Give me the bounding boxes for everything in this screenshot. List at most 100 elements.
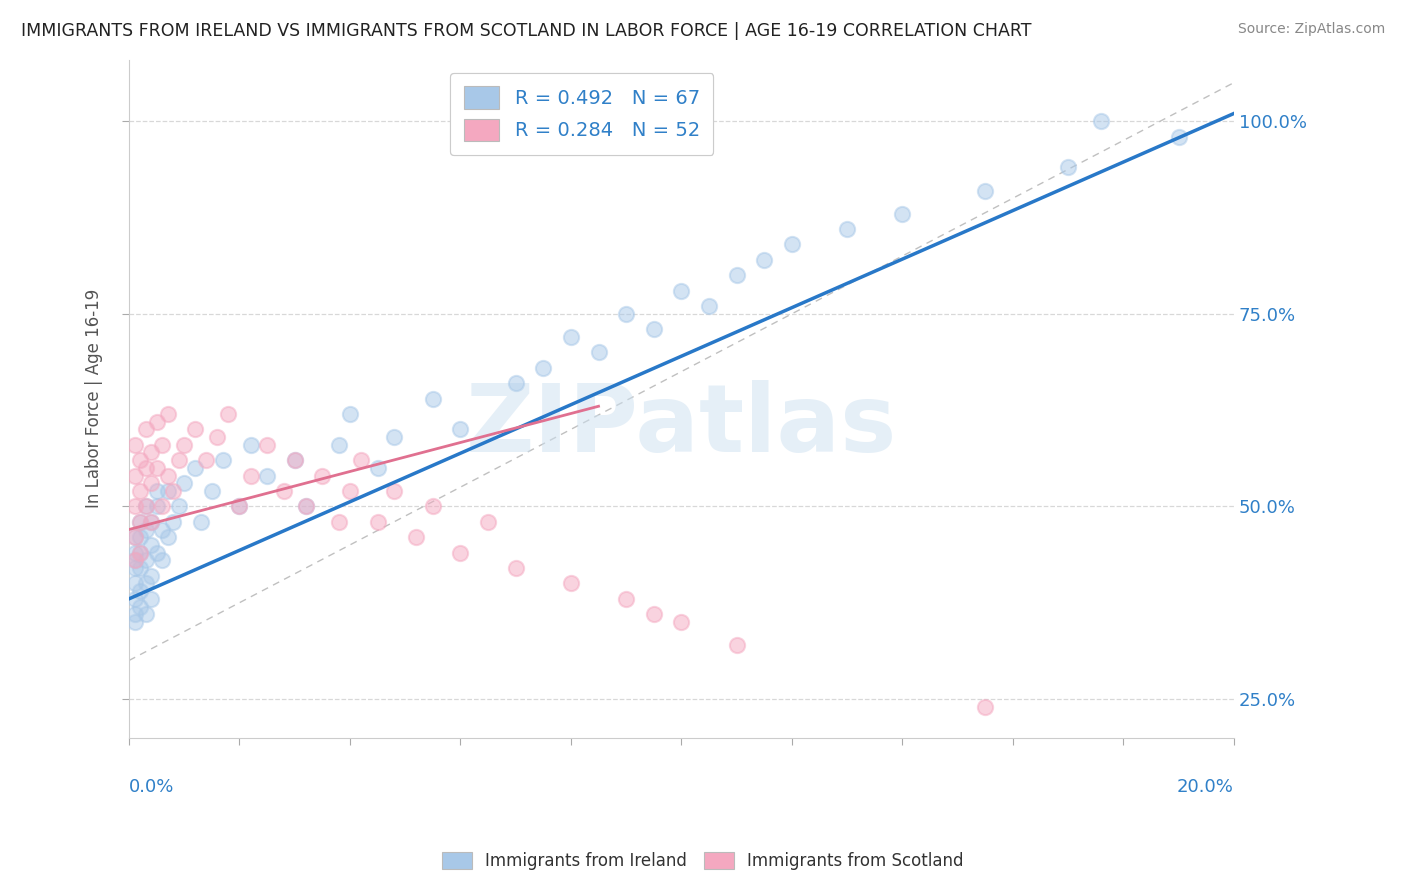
Point [256,468,278,483]
Text: ZIPatlas: ZIPatlas [465,380,897,472]
Point [124,553,146,567]
Point [150,500,173,514]
Point [284,453,307,467]
Text: Source: ZipAtlas.com: Source: ZipAtlas.com [1237,22,1385,37]
Point [150,523,173,537]
Point [167,453,190,467]
Point [1090,114,1112,128]
Point [124,591,146,606]
Point [135,461,157,475]
Point [124,615,146,629]
Point [184,461,207,475]
Point [1057,161,1080,175]
Point [145,500,167,514]
Point [124,468,146,483]
Point [145,461,167,475]
Point [129,483,152,498]
Point [382,483,405,498]
Point [129,546,152,560]
Point [139,515,162,529]
Point [725,638,748,652]
Point [201,483,224,498]
Point [139,538,162,552]
Point [477,515,499,529]
Point [974,184,997,198]
Point [339,407,361,421]
Point [124,438,146,452]
Point [173,438,195,452]
Point [449,422,471,436]
Point [643,607,665,622]
Point [135,607,157,622]
Point [367,515,389,529]
Y-axis label: In Labor Force | Age 16-19: In Labor Force | Age 16-19 [86,289,103,508]
Point [311,468,333,483]
Point [725,268,748,283]
Point [124,553,146,567]
Point [588,345,610,359]
Text: 0.0%: 0.0% [129,778,174,797]
Point [129,546,152,560]
Point [135,576,157,591]
Point [124,561,146,575]
Point [284,453,307,467]
Point [195,453,218,467]
Point [422,500,444,514]
Point [156,468,179,483]
Point [228,500,250,514]
Point [449,546,471,560]
Point [145,546,167,560]
Point [780,237,803,252]
Point [135,500,157,514]
Legend: Immigrants from Ireland, Immigrants from Scotland: Immigrants from Ireland, Immigrants from… [436,845,970,877]
Point [129,599,152,614]
Point [145,415,167,429]
Point [135,500,157,514]
Point [328,515,350,529]
Point [560,330,582,344]
Point [167,500,190,514]
Point [139,568,162,582]
Point [614,307,637,321]
Point [150,553,173,567]
Point [135,422,157,436]
Point [156,407,179,421]
Point [129,530,152,544]
Point [367,461,389,475]
Point [124,576,146,591]
Point [162,515,184,529]
Point [273,483,295,498]
Point [145,483,167,498]
Point [156,530,179,544]
Point [135,553,157,567]
Point [560,576,582,591]
Point [643,322,665,336]
Legend: R = 0.492   N = 67, R = 0.284   N = 52: R = 0.492 N = 67, R = 0.284 N = 52 [450,73,713,154]
Point [129,584,152,599]
Point [124,530,146,544]
Point [139,515,162,529]
Point [294,500,316,514]
Text: 20.0%: 20.0% [1177,778,1234,797]
Point [139,476,162,491]
Point [531,360,554,375]
Point [124,500,146,514]
Point [124,530,146,544]
Point [239,438,262,452]
Point [129,561,152,575]
Point [328,438,350,452]
Point [671,615,693,629]
Point [139,591,162,606]
Point [974,699,997,714]
Point [505,561,527,575]
Point [505,376,527,391]
Point [405,530,427,544]
Point [129,515,152,529]
Point [228,500,250,514]
Point [891,207,914,221]
Point [614,591,637,606]
Point [422,392,444,406]
Point [697,299,720,313]
Point [156,483,179,498]
Point [239,468,262,483]
